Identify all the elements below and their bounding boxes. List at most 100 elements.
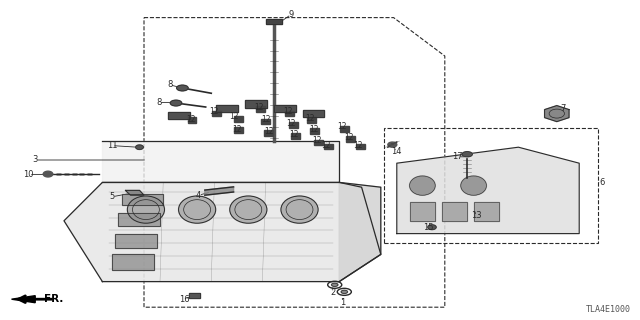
Bar xyxy=(261,119,270,124)
Bar xyxy=(234,127,243,133)
Text: 12: 12 xyxy=(264,127,273,136)
Ellipse shape xyxy=(44,171,52,177)
Bar xyxy=(245,100,267,108)
Bar xyxy=(188,117,196,123)
Text: 13: 13 xyxy=(472,212,482,220)
Text: 12: 12 xyxy=(186,116,195,124)
Polygon shape xyxy=(125,190,144,195)
Ellipse shape xyxy=(462,152,472,157)
Bar xyxy=(346,136,355,142)
Bar xyxy=(122,194,163,205)
Text: 12: 12 xyxy=(309,125,318,134)
Bar xyxy=(216,105,238,112)
Bar xyxy=(274,105,296,112)
Text: 12: 12 xyxy=(210,108,219,116)
Text: 3: 3 xyxy=(33,156,38,164)
Text: 1: 1 xyxy=(340,298,345,307)
Text: 12: 12 xyxy=(261,116,270,124)
Polygon shape xyxy=(397,147,579,234)
Ellipse shape xyxy=(230,196,267,223)
Text: 4: 4 xyxy=(196,191,201,200)
Bar xyxy=(340,126,349,132)
Bar xyxy=(314,140,323,145)
Text: 12: 12 xyxy=(338,122,347,131)
Bar xyxy=(234,116,243,122)
Bar xyxy=(474,202,499,221)
Bar xyxy=(291,133,300,139)
Polygon shape xyxy=(205,187,234,195)
Bar xyxy=(303,110,324,117)
Bar xyxy=(356,144,365,149)
Bar xyxy=(266,19,282,24)
Bar xyxy=(410,202,435,221)
Bar xyxy=(118,213,160,226)
Bar xyxy=(216,105,238,112)
Bar xyxy=(474,202,499,221)
Text: 10: 10 xyxy=(24,170,34,179)
Polygon shape xyxy=(545,106,569,122)
Text: 12: 12 xyxy=(306,114,315,123)
Bar xyxy=(285,111,294,116)
Bar xyxy=(168,112,190,119)
Bar xyxy=(112,254,154,270)
Bar xyxy=(115,234,157,248)
Bar xyxy=(189,293,200,298)
Ellipse shape xyxy=(388,142,397,147)
Bar xyxy=(307,117,316,123)
Text: 12: 12 xyxy=(322,141,331,150)
Text: 12: 12 xyxy=(290,130,299,139)
Bar xyxy=(115,234,157,248)
Ellipse shape xyxy=(332,283,338,286)
Ellipse shape xyxy=(410,176,435,195)
Text: 12: 12 xyxy=(255,103,264,112)
Bar xyxy=(410,202,435,221)
Polygon shape xyxy=(12,296,35,303)
Text: 16: 16 xyxy=(179,295,189,304)
Text: 12: 12 xyxy=(232,125,241,134)
Bar xyxy=(442,202,467,221)
Text: 8: 8 xyxy=(167,80,172,89)
Polygon shape xyxy=(64,182,381,282)
Text: 12: 12 xyxy=(344,133,353,142)
Text: TLA4E1000: TLA4E1000 xyxy=(586,305,630,314)
Bar xyxy=(303,110,324,117)
Polygon shape xyxy=(102,141,339,182)
Text: 6: 6 xyxy=(599,178,604,187)
Ellipse shape xyxy=(170,100,182,106)
Bar xyxy=(118,213,160,226)
Ellipse shape xyxy=(127,196,164,223)
Text: 12: 12 xyxy=(287,119,296,128)
Bar xyxy=(266,19,282,24)
Text: 15: 15 xyxy=(424,223,434,232)
Ellipse shape xyxy=(428,225,436,230)
Text: 9: 9 xyxy=(289,10,294,19)
Text: FR.: FR. xyxy=(44,294,63,304)
Bar xyxy=(168,112,190,119)
Bar xyxy=(189,293,200,298)
Text: 12: 12 xyxy=(284,108,292,116)
Ellipse shape xyxy=(461,176,486,195)
Ellipse shape xyxy=(177,85,188,91)
Ellipse shape xyxy=(341,290,348,293)
Text: 14: 14 xyxy=(392,148,402,156)
Ellipse shape xyxy=(281,196,318,223)
Text: 17: 17 xyxy=(452,152,463,161)
Text: 2: 2 xyxy=(330,288,335,297)
Polygon shape xyxy=(339,182,381,282)
Text: 7: 7 xyxy=(561,104,566,113)
Text: 12: 12 xyxy=(354,141,363,150)
Bar xyxy=(289,122,298,128)
Bar xyxy=(256,106,265,112)
Bar xyxy=(310,128,319,134)
Text: 11: 11 xyxy=(107,141,117,150)
Text: 12: 12 xyxy=(229,112,238,121)
Text: 5: 5 xyxy=(109,192,115,201)
Ellipse shape xyxy=(136,145,143,149)
Text: 12: 12 xyxy=(312,136,321,145)
Bar xyxy=(212,111,221,116)
Bar xyxy=(384,128,598,243)
Bar xyxy=(274,105,296,112)
Bar xyxy=(264,130,273,136)
Bar xyxy=(324,144,333,149)
Text: 8: 8 xyxy=(156,98,161,107)
